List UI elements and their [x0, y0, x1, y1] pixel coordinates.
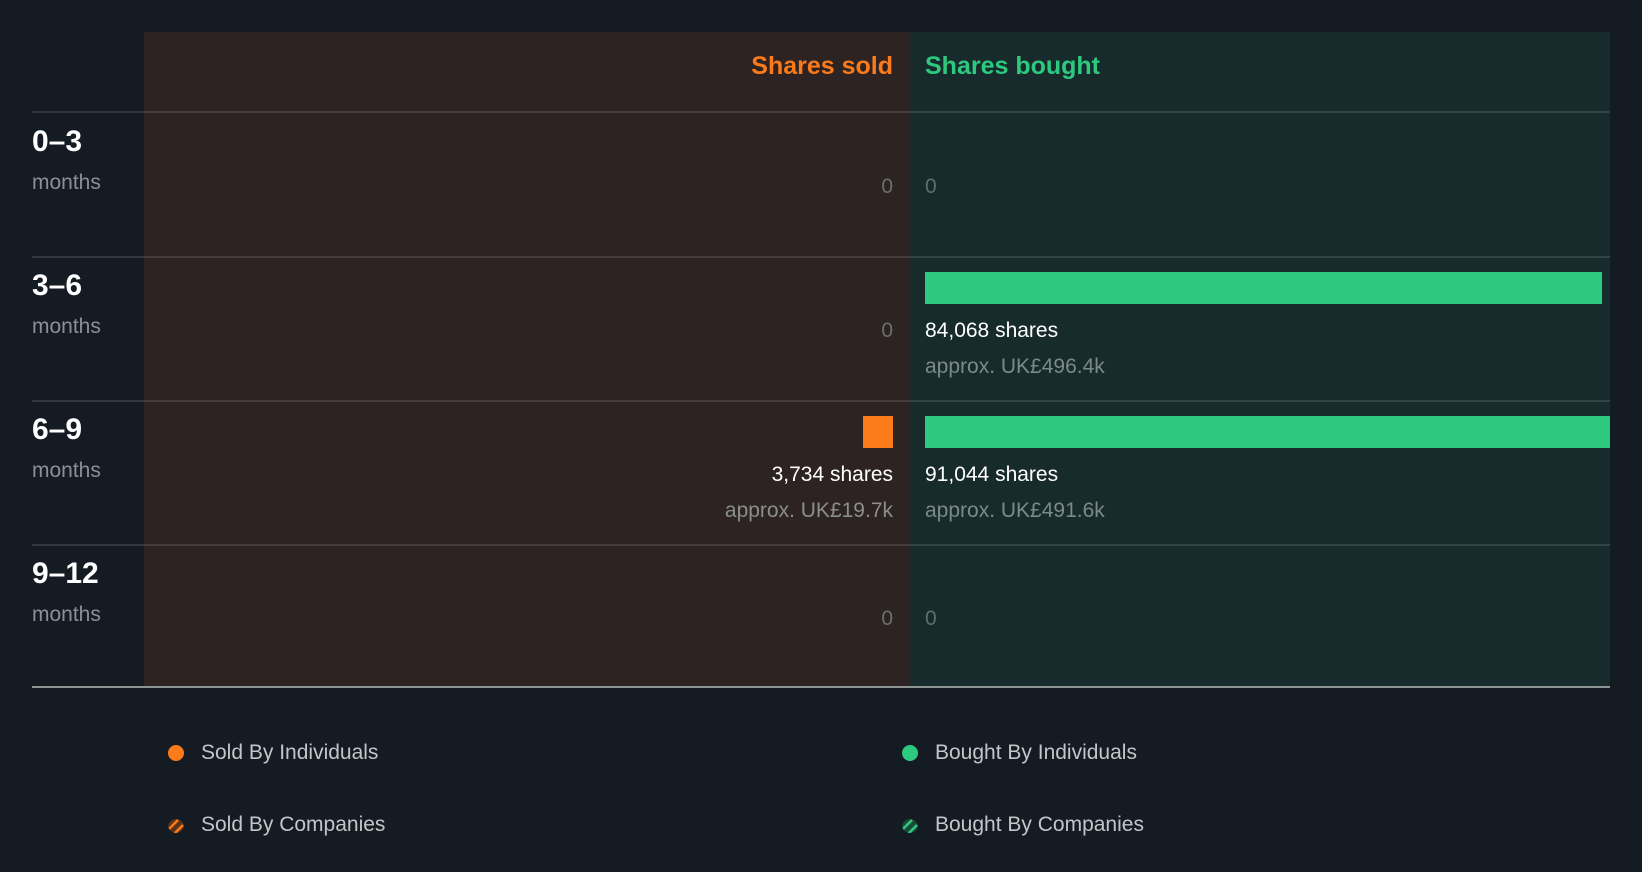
bought-approx-value: approx. UK£496.4k: [925, 355, 1105, 378]
green-dot-icon: [902, 745, 918, 761]
divider: [32, 400, 1610, 402]
orange-dot-icon: [168, 745, 184, 761]
bought-bar[interactable]: [925, 416, 1610, 448]
bought-value: 0: [925, 607, 937, 630]
row-unit-label: months: [32, 603, 101, 626]
sold-value: 0: [881, 319, 893, 342]
sold-bar[interactable]: [863, 416, 893, 448]
bought-column-background: [909, 32, 1610, 687]
sold-value: 0: [881, 175, 893, 198]
sold-value: 0: [881, 607, 893, 630]
row-0-3-months: 0–3 months 0 0: [0, 113, 1642, 257]
legend-label: Sold By Individuals: [201, 741, 379, 764]
header-shares-sold: Shares sold: [751, 52, 893, 80]
divider: [32, 544, 1610, 546]
green-hatched-dot-icon: [902, 817, 918, 833]
row-unit-label: months: [32, 315, 101, 338]
row-range-label: 0–3: [32, 125, 83, 158]
sold-approx-value: approx. UK£19.7k: [724, 499, 893, 522]
row-range-label: 6–9: [32, 413, 83, 446]
legend-label: Bought By Companies: [935, 813, 1144, 836]
sold-shares: 3,734 shares: [771, 463, 893, 486]
chart-baseline: [32, 686, 1610, 688]
row-unit-label: months: [32, 459, 101, 482]
orange-hatched-dot-icon: [168, 817, 184, 833]
row-range-label: 3–6: [32, 269, 83, 302]
divider: [32, 256, 1610, 258]
row-3-6-months: 3–6 months 0 84,068 shares approx. UK£49…: [0, 257, 1642, 401]
row-6-9-months: 6–9 months 3,734 shares approx. UK£19.7k…: [0, 401, 1642, 545]
row-unit-label: months: [32, 171, 101, 194]
sold-column-background: [144, 32, 909, 687]
legend-label: Sold By Companies: [201, 813, 386, 836]
row-9-12-months: 9–12 months 0 0: [0, 545, 1642, 689]
bought-value: 0: [925, 175, 937, 198]
row-range-label: 9–12: [32, 557, 99, 590]
legend-sold-by-individuals[interactable]: Sold By Individuals: [168, 741, 378, 765]
bought-shares: 91,044 shares: [925, 463, 1059, 486]
header-shares-bought: Shares bought: [925, 52, 1101, 80]
bought-bar[interactable]: [925, 272, 1602, 304]
divider: [32, 111, 1610, 113]
legend-bought-by-companies[interactable]: Bought By Companies: [902, 813, 1144, 837]
legend-label: Bought By Individuals: [935, 741, 1137, 764]
legend-sold-by-companies[interactable]: Sold By Companies: [168, 813, 385, 837]
bought-approx-value: approx. UK£491.6k: [925, 499, 1105, 522]
bought-shares: 84,068 shares: [925, 319, 1059, 342]
legend-bought-by-individuals[interactable]: Bought By Individuals: [902, 741, 1137, 765]
